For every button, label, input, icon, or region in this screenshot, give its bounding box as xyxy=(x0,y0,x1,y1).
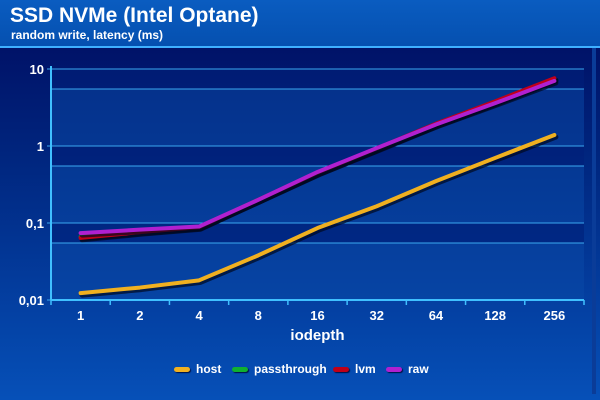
series-line-raw xyxy=(78,78,557,236)
x-tick-label: 64 xyxy=(429,308,444,323)
chart-title: SSD NVMe (Intel Optane) xyxy=(10,4,259,27)
chart-header: SSD NVMe (Intel Optane) random write, la… xyxy=(0,0,600,48)
x-tick-label: 8 xyxy=(255,308,262,323)
x-tick-label: 16 xyxy=(310,308,324,323)
series-shadow-host xyxy=(79,134,559,298)
x-tick-label: 32 xyxy=(369,308,383,323)
series-shadow-raw xyxy=(79,80,559,238)
legend-swatch xyxy=(174,366,190,372)
legend-item-lvm: lvm xyxy=(333,362,376,376)
legend-item-host: host xyxy=(174,362,221,376)
chart-frame xyxy=(4,48,596,394)
chart-subtitle: random write, latency (ms) xyxy=(11,28,164,42)
x-tick-label: 4 xyxy=(195,308,203,323)
y-tick-label: 0,1 xyxy=(26,216,44,231)
grid-band xyxy=(51,89,584,146)
x-tick-label: 1 xyxy=(77,308,84,323)
x-tick-label: 2 xyxy=(136,308,143,323)
grid-band xyxy=(51,146,584,166)
legend-swatch xyxy=(333,366,349,372)
x-tick-label: 256 xyxy=(544,308,566,323)
legend-label: host xyxy=(196,362,222,376)
legend-swatch xyxy=(232,366,248,372)
legend-item-passthrough: passthrough xyxy=(232,362,327,376)
x-tick-label: 128 xyxy=(484,308,506,323)
legend-item-raw: raw xyxy=(386,362,429,376)
series-line-host xyxy=(78,132,557,296)
legend-label: raw xyxy=(408,362,429,376)
y-tick-label: 10 xyxy=(30,62,44,77)
legend-swatch xyxy=(386,366,402,372)
x-axis-label: iodepth xyxy=(290,327,344,344)
legend-label: passthrough xyxy=(254,362,327,376)
legend-label: lvm xyxy=(355,362,376,376)
y-tick-label: 0,01 xyxy=(19,293,44,308)
grid-band xyxy=(51,69,584,89)
y-tick-label: 1 xyxy=(37,139,44,154)
